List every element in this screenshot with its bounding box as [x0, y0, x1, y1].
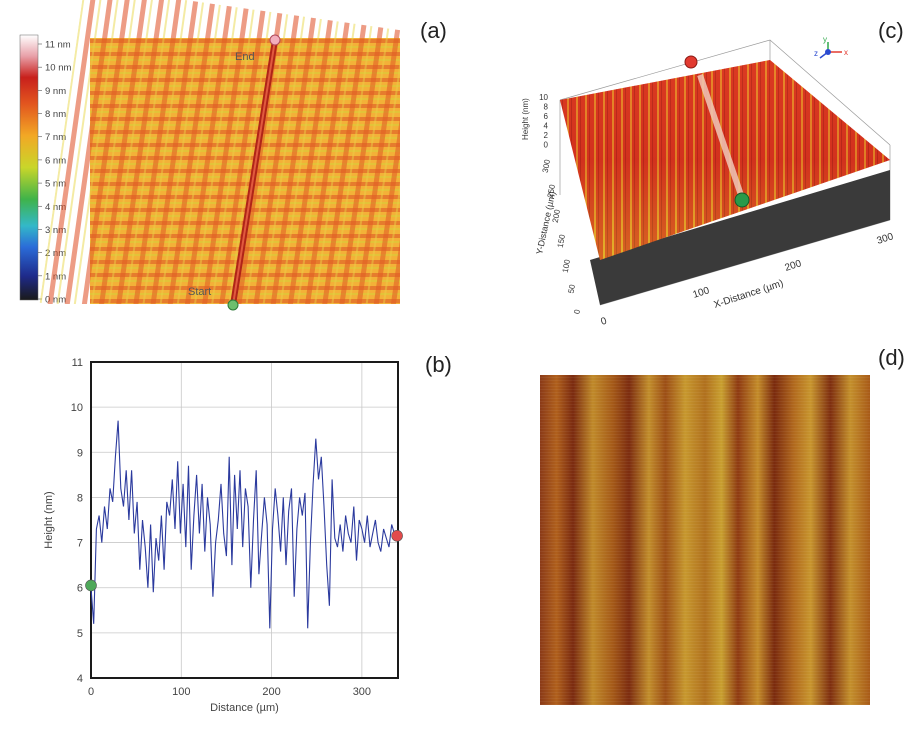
y-tick-label: 8 [77, 492, 83, 504]
x-tick-label: 100 [692, 285, 712, 301]
height-map-image [39, 0, 451, 355]
colorbar-tick-label: 6 nm [45, 155, 66, 166]
colorbar-tick-label: 11 nm [45, 40, 71, 51]
x-tick-label: 100 [172, 686, 190, 698]
plot-frame [90, 361, 399, 679]
y-tick-label: 200 [551, 208, 562, 223]
y-tick-label: 10 [71, 402, 83, 414]
y-tick-label: 50 [567, 283, 578, 294]
start-marker-3d[interactable] [734, 192, 750, 208]
y-tick-label: 7 [77, 538, 83, 550]
colorbar-tick-label: 9 nm [45, 86, 66, 97]
z-tick-label: 0 [544, 141, 549, 150]
x-tick-label: 200 [262, 686, 280, 698]
z-tick-label: 6 [544, 112, 549, 121]
panel-label-a: (a) [420, 18, 447, 43]
panel-label-d: (d) [878, 345, 905, 370]
y-tick-label: 0 [572, 308, 582, 314]
z-tick-label: 4 [544, 122, 549, 131]
colorbar-tick-label: 10 nm [45, 63, 71, 74]
y-tick-label: 150 [556, 233, 567, 248]
x-tick-label: 200 [784, 258, 804, 274]
profile-marker[interactable] [85, 579, 97, 592]
x-axis-label: Distance (µm) [210, 702, 279, 714]
colorbar [19, 34, 39, 301]
axis-z-letter: z [814, 49, 818, 58]
base-block [590, 170, 890, 305]
profile-chart-panel: 0 100 200 300 4 5 6 7 8 9 10 11 Distance (µm) Height … [0, 345, 420, 727]
start-marker[interactable] [227, 299, 239, 311]
view3d-x-label: X-Distance (µm) [713, 278, 785, 311]
z-tick-label: 2 [544, 131, 549, 140]
view3d-y-ticks: 300 250 200 150 100 50 0 [541, 158, 582, 314]
y-tick-label: 9 [77, 447, 83, 459]
view3d-panel: y x z Height (nm) 10 8 6 4 2 0 Y-Distance (µm… [520, 20, 918, 340]
y-tick-label: 6 [77, 583, 83, 595]
x-tick-label: 0 [600, 316, 609, 328]
profile-marker[interactable] [391, 530, 403, 542]
axis-triad: y x z [814, 35, 848, 59]
panel-label-c: (c) [878, 18, 904, 43]
profile-chart: 0 100 200 300 4 5 6 7 8 9 10 11 Distance (µm) Height … [43, 357, 403, 714]
colorbar-tick-label: 5 nm [45, 179, 66, 190]
y-tick-label: 100 [561, 258, 572, 273]
axis-y-letter: y [823, 35, 827, 44]
y-tick-label: 250 [546, 183, 557, 198]
axis-x-letter: x [844, 48, 848, 57]
topography-image-panel [530, 365, 880, 715]
profile-path-3d [697, 74, 745, 199]
end-label: End [235, 51, 255, 63]
y-tick-label: 5 [77, 628, 83, 640]
y-tick-label: 300 [541, 158, 552, 173]
y-axis-label: Height (nm) [43, 491, 55, 548]
x-tick-label: 0 [88, 686, 94, 698]
end-marker[interactable] [269, 34, 281, 46]
y-tick-label: 4 [77, 673, 83, 685]
start-label: Start [188, 286, 211, 298]
z-tick-label: 10 [539, 93, 548, 102]
view3d-z-label: Height (nm) [521, 98, 530, 140]
colorbar-tick-label: 7 nm [45, 132, 66, 143]
view3d-x-ticks: 0 100 200 300 [600, 231, 896, 328]
colorbar-tick-label: 8 nm [45, 109, 66, 120]
profile-series-line [90, 420, 398, 629]
x-tick-label: 300 [876, 231, 896, 247]
topography-image [540, 375, 870, 705]
y-tick-label: 11 [72, 357, 83, 369]
z-tick-label: 8 [544, 103, 549, 112]
panel-label-b: (b) [425, 352, 452, 377]
end-marker-3d[interactable] [684, 55, 698, 69]
x-tick-label: 300 [353, 686, 371, 698]
